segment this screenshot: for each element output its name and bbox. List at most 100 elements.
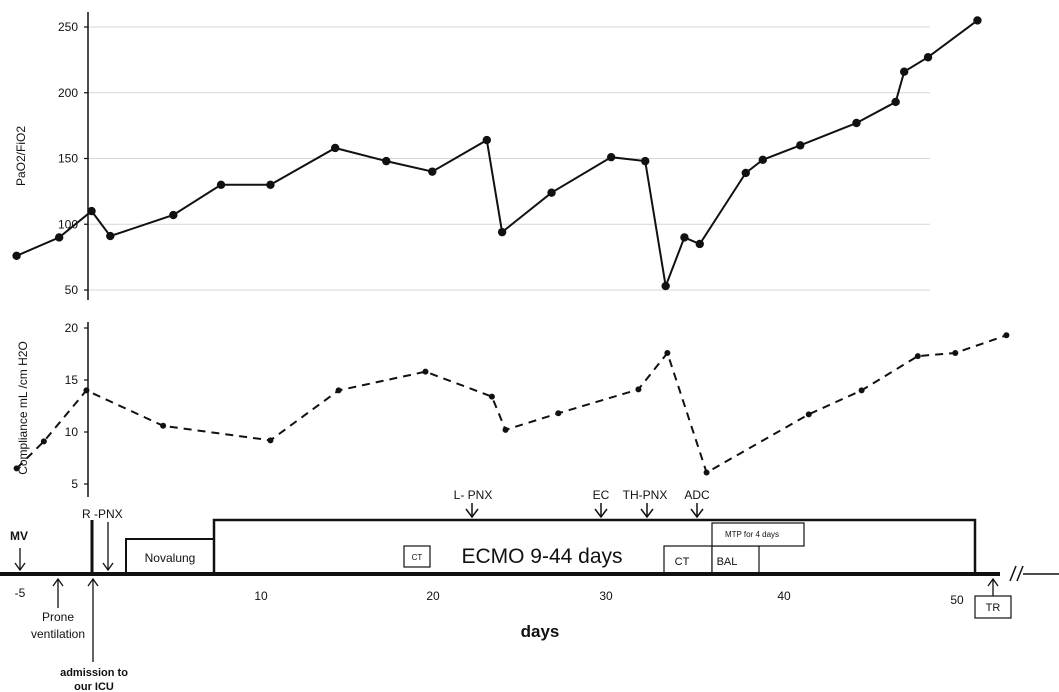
data-point [267, 437, 274, 444]
data-point [664, 349, 671, 356]
tr-box [974, 595, 1012, 619]
compliance-y-ticks: 5 10 15 20 [65, 321, 88, 491]
y-tick-label: 5 [71, 477, 78, 491]
data-point [891, 97, 900, 107]
data-point [83, 387, 90, 394]
ct-label-2: CT [675, 556, 690, 568]
data-point [422, 368, 429, 375]
pao2-panel: 50 100 150 200 250 PaO2/FiO2 [12, 12, 982, 300]
ec-label: EC [593, 488, 610, 502]
admission-arrowhead [87, 577, 99, 587]
y-tick-label: 10 [65, 425, 79, 439]
bal-label: BAL [717, 556, 738, 568]
y-tick-label: 20 [65, 321, 79, 335]
data-point [703, 469, 710, 476]
data-point [547, 188, 556, 197]
timeline: MV Novalung ECMO 9-44 days CT CT BAL MTP… [0, 488, 1059, 692]
tr-arrowhead [987, 577, 999, 587]
x-tick-label: 30 [599, 589, 613, 603]
compliance-y-label: Compliance mL /cm H2O [16, 341, 30, 475]
lpnx-label: L- PNX [454, 488, 493, 502]
y-tick-label: 15 [65, 373, 79, 387]
data-point [12, 251, 21, 261]
data-point [87, 206, 96, 216]
data-point [54, 233, 64, 242]
data-point [160, 422, 167, 429]
data-point [1003, 332, 1010, 339]
mv-label: MV [10, 529, 28, 543]
mtp-label: MTP for 4 days [725, 530, 779, 539]
compliance-series-line [15, 334, 1007, 475]
admission-label-line1: admission to [60, 667, 128, 679]
x-tick-label: 50 [950, 593, 964, 607]
data-point [330, 143, 340, 153]
axis-break-mark-2 [1016, 565, 1024, 582]
data-point [914, 353, 921, 360]
rpnx-arrowhead [102, 562, 114, 572]
data-point [482, 135, 491, 145]
data-point [606, 152, 616, 162]
tr-label: TR [986, 602, 1001, 614]
data-point [169, 210, 178, 220]
prone-label-line1: Prone [42, 610, 74, 624]
prone-arrowhead [52, 577, 64, 587]
x-axis-label: days [521, 622, 560, 641]
compliance-points [13, 332, 1010, 476]
data-point [335, 387, 342, 394]
pao2-gridlines [88, 26, 930, 291]
data-point [40, 438, 47, 445]
data-point [680, 233, 689, 242]
data-point [661, 281, 670, 291]
axis-break-mark-1 [1009, 565, 1017, 582]
y-tick-label: 50 [65, 283, 79, 297]
pao2-series-line [16, 19, 978, 290]
data-point [952, 349, 959, 356]
x-tick-label: 10 [254, 589, 268, 603]
rpnx-label: R -PNX [82, 507, 123, 521]
lpnx-arrowhead [465, 508, 479, 519]
data-point [428, 167, 437, 176]
y-tick-label: 250 [58, 20, 78, 34]
prone-label-line2: ventilation [31, 627, 85, 641]
pao2-points [12, 16, 982, 291]
ct-label-1: CT [412, 553, 423, 562]
data-point [758, 155, 767, 165]
data-point [13, 465, 20, 472]
data-point [973, 16, 982, 25]
adc-label: ADC [684, 488, 710, 502]
novalung-label: Novalung [145, 551, 196, 565]
pao2-y-ticks: 50 100 150 200 250 [58, 20, 88, 297]
mtp-box [711, 522, 805, 547]
y-tick-label: 100 [58, 217, 78, 231]
data-point [852, 118, 861, 128]
data-point [695, 239, 704, 249]
data-point [488, 393, 495, 400]
x-tick-label: 40 [777, 589, 791, 603]
data-point [216, 180, 226, 189]
x-tick-label: 20 [426, 589, 440, 603]
mv-arrowhead [14, 562, 26, 572]
compliance-panel: 5 10 15 20 Compliance mL /cm H2O [13, 321, 1010, 497]
ec-arrowhead [594, 508, 608, 519]
data-point [641, 156, 650, 166]
data-point [502, 426, 509, 433]
data-point [106, 231, 115, 241]
data-point [382, 156, 391, 166]
y-tick-label: 200 [58, 86, 78, 100]
y-tick-label: 150 [58, 152, 78, 166]
ecmo-label: ECMO 9-44 days [461, 545, 622, 568]
data-point [741, 168, 750, 178]
ct-box-1 [403, 545, 431, 568]
bal-box [711, 545, 760, 575]
data-point [266, 180, 275, 189]
adc-arrowhead [690, 508, 704, 519]
x-tick-label: -5 [15, 586, 26, 600]
ecmo-box [212, 518, 977, 576]
data-point [923, 53, 933, 62]
data-point [858, 387, 865, 394]
data-point [899, 67, 909, 76]
thpnx-label: TH-PNX [623, 488, 668, 502]
data-point [635, 386, 642, 393]
thpnx-arrowhead [640, 508, 654, 519]
